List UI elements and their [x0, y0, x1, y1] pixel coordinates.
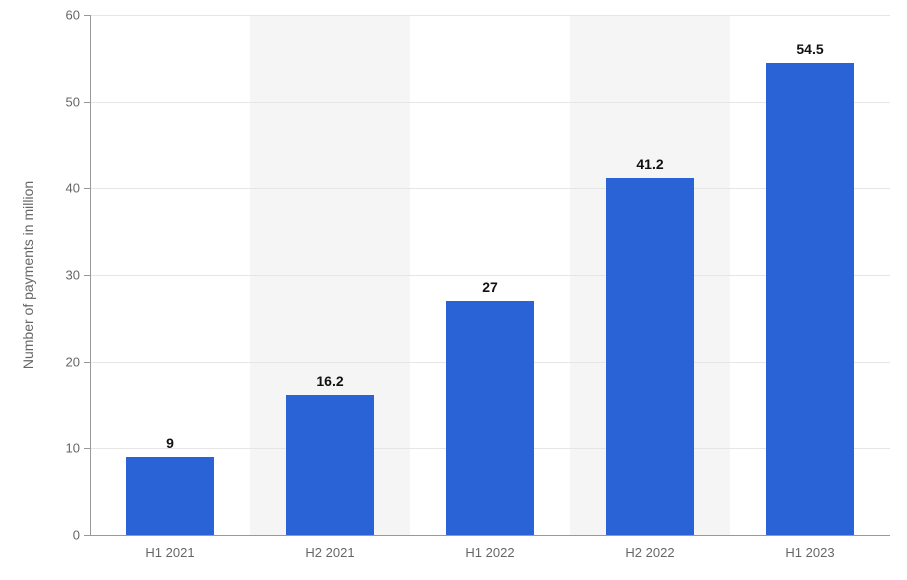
- x-tick-label: H2 2022: [625, 535, 674, 560]
- bar-value-label: 54.5: [796, 41, 823, 63]
- bar-value-label: 16.2: [316, 373, 343, 395]
- bar: [606, 178, 694, 535]
- y-tick-label: 30: [66, 268, 90, 283]
- bar: [766, 63, 854, 535]
- y-tick-label: 40: [66, 181, 90, 196]
- y-tick-label: 10: [66, 441, 90, 456]
- y-tick-label: 20: [66, 354, 90, 369]
- bar-value-label: 9: [166, 435, 174, 457]
- y-tick-label: 50: [66, 94, 90, 109]
- y-axis-line: [90, 15, 91, 535]
- bar: [446, 301, 534, 535]
- x-tick-label: H1 2023: [785, 535, 834, 560]
- bar-value-label: 27: [482, 279, 498, 301]
- x-axis-line: [90, 535, 890, 536]
- bar: [286, 395, 374, 535]
- y-tick-label: 0: [73, 528, 90, 543]
- bar-value-label: 41.2: [636, 156, 663, 178]
- x-tick-label: H1 2022: [465, 535, 514, 560]
- y-axis-title: Number of payments in million: [20, 181, 36, 369]
- bar: [126, 457, 214, 535]
- plot-area: 01020304050609H1 202116.2H2 202127H1 202…: [90, 15, 890, 535]
- chart-container: 0 10 20 30 40 50 60 9 H1 2021 16.2 H2 2021 27 H1 202…: [0, 0, 907, 580]
- y-tick-label: 60: [66, 8, 90, 23]
- x-tick-label: H2 2021: [305, 535, 354, 560]
- x-tick-label: H1 2021: [145, 535, 194, 560]
- grid-line: [90, 15, 890, 16]
